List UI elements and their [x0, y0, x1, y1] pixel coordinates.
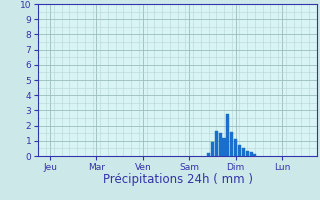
- Bar: [253, 154, 257, 156]
- Bar: [242, 148, 245, 156]
- Bar: [222, 138, 226, 156]
- Bar: [207, 153, 210, 156]
- Bar: [226, 114, 229, 156]
- Bar: [246, 151, 249, 156]
- X-axis label: Précipitations 24h ( mm ): Précipitations 24h ( mm ): [103, 173, 252, 186]
- Bar: [215, 131, 218, 156]
- Bar: [238, 145, 241, 156]
- Bar: [211, 142, 214, 156]
- Bar: [219, 133, 222, 156]
- Bar: [234, 139, 237, 156]
- Bar: [250, 152, 252, 156]
- Bar: [230, 132, 233, 156]
